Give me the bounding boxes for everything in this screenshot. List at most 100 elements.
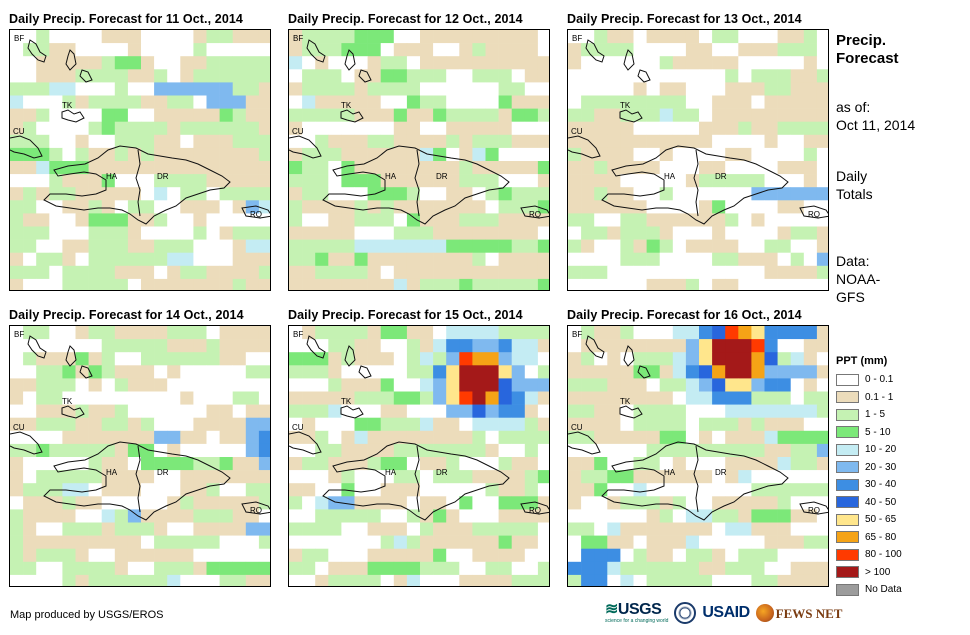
grid-cell bbox=[141, 147, 155, 162]
coastline bbox=[135, 445, 141, 513]
grid-cell bbox=[406, 213, 421, 227]
grid-cell bbox=[524, 108, 539, 122]
grid-cell bbox=[511, 417, 526, 432]
grid-cell bbox=[10, 378, 24, 392]
grid-cell bbox=[803, 522, 818, 536]
grid-cell bbox=[367, 548, 381, 563]
grid-cell bbox=[620, 69, 634, 83]
grid-cell bbox=[341, 365, 355, 379]
grid-cell bbox=[10, 496, 24, 510]
grid-cell bbox=[315, 82, 329, 96]
grid-cell bbox=[354, 278, 368, 290]
coastline bbox=[10, 135, 43, 159]
grid-cell bbox=[433, 239, 447, 253]
grid-cell bbox=[659, 443, 674, 458]
grid-cell bbox=[341, 509, 355, 523]
grid-cell bbox=[607, 95, 621, 109]
grid-cell bbox=[328, 30, 342, 44]
grid-cell bbox=[459, 417, 473, 432]
grid-cell bbox=[75, 483, 89, 497]
grid-cell bbox=[315, 496, 329, 510]
grid-cell bbox=[315, 365, 329, 379]
grid-cell bbox=[341, 95, 355, 109]
grid-cell bbox=[568, 200, 582, 214]
grid-cell bbox=[101, 391, 116, 405]
grid-cell bbox=[537, 161, 549, 175]
grid-cell bbox=[498, 417, 512, 432]
grid-cell bbox=[485, 561, 499, 576]
grid-cell bbox=[341, 161, 355, 175]
grid-cell bbox=[36, 535, 50, 549]
grid-cell bbox=[607, 378, 621, 392]
grid-cell bbox=[75, 213, 89, 227]
grid-cell bbox=[393, 561, 408, 576]
grid-cell bbox=[101, 213, 116, 227]
grid-cell bbox=[354, 535, 368, 549]
grid-cell bbox=[433, 483, 447, 497]
grid-cell bbox=[36, 326, 50, 340]
grid-cell bbox=[232, 391, 247, 405]
grid-cell bbox=[367, 378, 381, 392]
grid-cell bbox=[472, 548, 486, 563]
grid-cell bbox=[620, 213, 634, 227]
grid-cell bbox=[581, 417, 595, 432]
grid-cell bbox=[472, 365, 486, 379]
grid-cell bbox=[219, 339, 233, 353]
country-label: RQ bbox=[808, 210, 820, 219]
grid-cell bbox=[341, 265, 355, 280]
legend-swatch bbox=[836, 548, 859, 561]
grid-cell bbox=[537, 108, 549, 122]
grid-cell bbox=[206, 417, 220, 432]
grid-cell bbox=[406, 365, 421, 379]
grid-cell bbox=[154, 378, 168, 392]
grid-cell bbox=[328, 352, 342, 366]
grid-cell bbox=[816, 470, 828, 484]
grid-cell bbox=[36, 69, 50, 83]
grid-cell bbox=[114, 161, 129, 175]
grid-cell bbox=[258, 561, 270, 576]
grid-cell bbox=[315, 56, 329, 70]
grid-cell bbox=[581, 82, 595, 96]
grid-cell bbox=[725, 483, 739, 497]
grid-cell bbox=[245, 278, 260, 290]
grid-cell bbox=[659, 457, 674, 471]
grid-cell bbox=[328, 134, 342, 149]
grid-cell bbox=[751, 147, 765, 162]
coastline bbox=[601, 441, 789, 521]
grid-cell bbox=[485, 430, 499, 445]
grid-cell bbox=[816, 483, 828, 497]
grid-cell bbox=[315, 69, 329, 83]
grid-cell bbox=[738, 365, 752, 379]
grid-cell bbox=[672, 147, 687, 162]
grid-cell bbox=[446, 352, 460, 366]
grid-cell bbox=[446, 522, 460, 536]
grid-cell bbox=[232, 352, 247, 366]
map-frame: BF TK CU HA DR RQ bbox=[9, 29, 271, 291]
grid-cell bbox=[699, 574, 713, 586]
grid-cell bbox=[232, 443, 247, 458]
grid-cell bbox=[777, 187, 791, 201]
grid-cell bbox=[685, 56, 700, 70]
grid-cell bbox=[472, 378, 486, 392]
grid-cell bbox=[433, 265, 447, 280]
grid-cell bbox=[725, 391, 739, 405]
grid-cell bbox=[289, 43, 303, 57]
grid-cell bbox=[219, 147, 233, 162]
grid-cell bbox=[633, 265, 647, 280]
grid-cell bbox=[646, 174, 660, 188]
map-frame: BF TK CU HA DR RQ bbox=[567, 29, 829, 291]
grid-cell bbox=[245, 378, 260, 392]
grid-cell bbox=[354, 226, 368, 240]
grid-cell bbox=[738, 561, 752, 576]
grid-cell bbox=[725, 470, 739, 484]
grid-cell bbox=[607, 82, 621, 96]
grid-cell bbox=[633, 470, 647, 484]
grid-cell bbox=[232, 457, 247, 471]
usgs-wave-icon: ≋ bbox=[605, 601, 618, 618]
grid-cell bbox=[685, 121, 700, 136]
grid-cell bbox=[258, 56, 270, 70]
legend-swatch bbox=[836, 408, 859, 421]
grid-cell bbox=[23, 470, 37, 484]
